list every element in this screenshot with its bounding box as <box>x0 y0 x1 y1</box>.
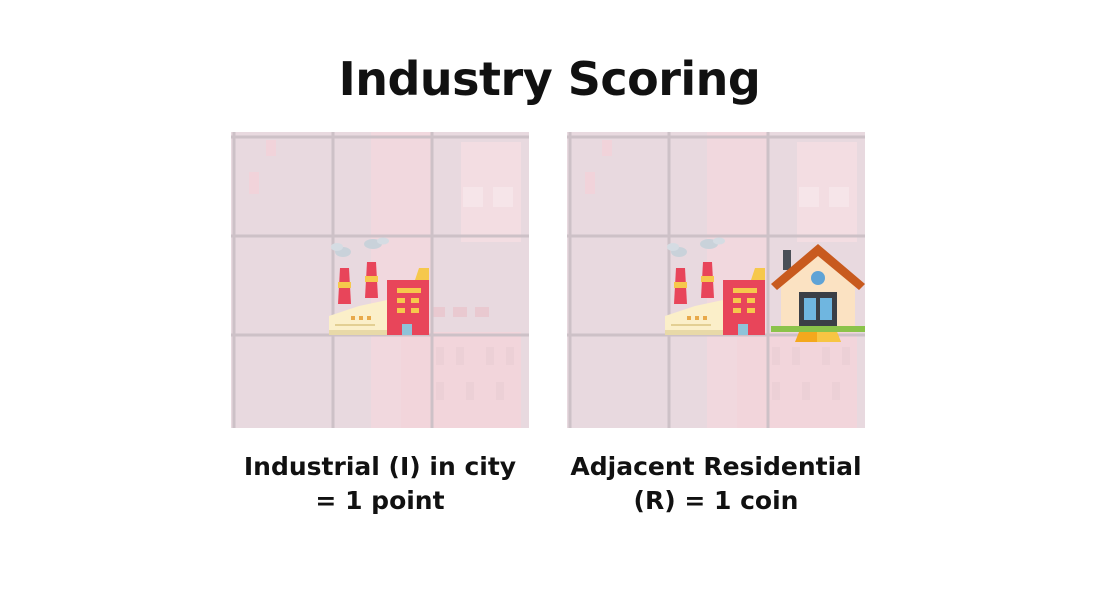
page-title: Industry Scoring <box>338 52 761 106</box>
caption-line: Industrial (I) in city <box>243 452 517 481</box>
caption-line: Adjacent Residential <box>570 452 862 481</box>
factory-icon <box>329 237 429 335</box>
grid-panel-adjacent <box>567 132 865 428</box>
caption-industrial: Industrial (I) in city = 1 point <box>210 450 550 518</box>
city-grid-background <box>567 132 865 428</box>
grid-panel-industrial <box>231 132 529 428</box>
caption-line: (R) = 1 coin <box>633 486 799 515</box>
caption-adjacent-residential: Adjacent Residential (R) = 1 coin <box>546 450 886 518</box>
house-icon <box>771 244 865 342</box>
factory-icon <box>665 237 765 335</box>
city-grid-background <box>231 132 529 428</box>
caption-line: = 1 point <box>315 486 445 515</box>
